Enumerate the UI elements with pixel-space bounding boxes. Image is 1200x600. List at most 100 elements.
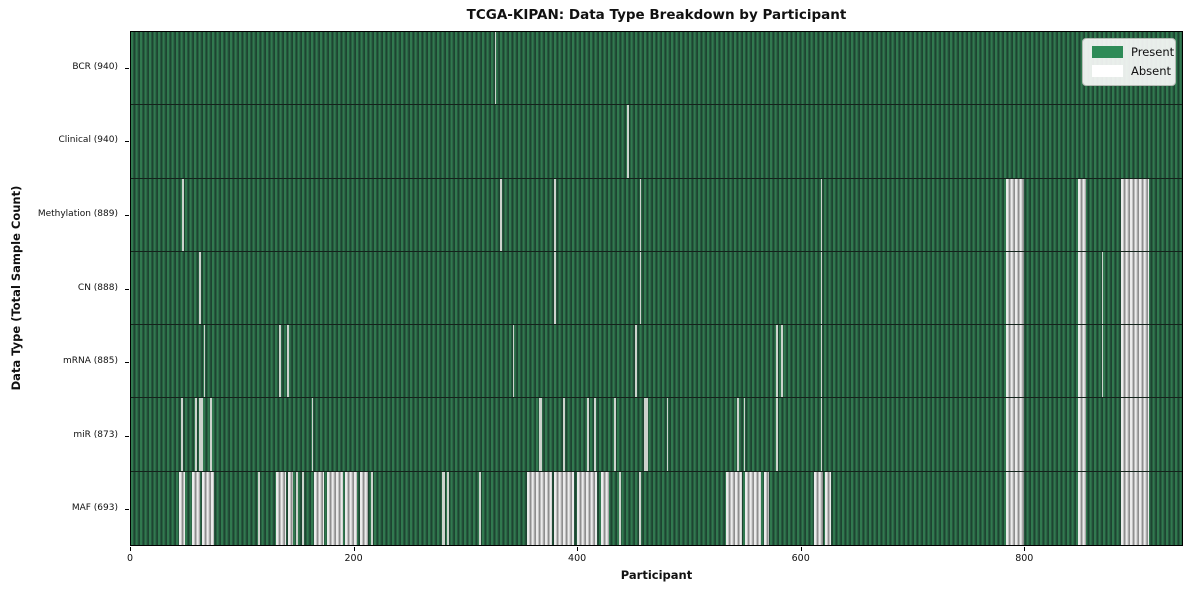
absent-segment-maf <box>725 471 743 545</box>
absent-segment-maf <box>442 471 445 545</box>
absent-segment-mir <box>1078 398 1087 471</box>
legend-item-absent: Absent <box>1092 64 1171 78</box>
absent-segment-mrna <box>775 325 778 398</box>
absent-segment-mir <box>562 398 565 471</box>
absent-segment-maf <box>313 471 324 545</box>
absent-segment-mrna <box>512 325 515 398</box>
absent-segment-cn <box>1078 251 1087 325</box>
absent-segment-maf <box>301 471 304 545</box>
absent-segment-mir <box>587 398 589 471</box>
absent-segment-mir <box>614 398 616 471</box>
ytick-label-methylation: Methylation (889) <box>37 208 118 219</box>
absent-segment-methylation <box>1078 178 1087 251</box>
absent-segment-mir <box>539 398 542 471</box>
absent-segment-methylation <box>553 178 556 251</box>
legend-label-absent: Absent <box>1131 64 1172 78</box>
chart-title: TCGA-KIPAN: Data Type Breakdown by Parti… <box>466 7 847 23</box>
absent-segment-mrna <box>1120 325 1149 398</box>
ytick-label-maf: MAF (693) <box>71 503 118 514</box>
absent-segment-mir <box>1005 398 1024 471</box>
absent-segment-maf <box>178 471 185 545</box>
absent-segment-maf <box>276 471 287 545</box>
absent-segment-mrna <box>1101 325 1104 398</box>
xtick-mark-0 <box>130 547 131 551</box>
absent-segment-mir <box>743 398 746 471</box>
absent-segment-maf <box>288 471 293 545</box>
absent-segment-mrna <box>203 325 206 398</box>
absent-segment-maf <box>527 471 552 545</box>
absent-segment-mir <box>820 398 823 471</box>
xtick-label-400: 400 <box>568 553 587 564</box>
absent-segment-maf <box>813 471 823 545</box>
absent-swatch <box>1092 65 1123 77</box>
absent-segment-cn <box>820 251 823 325</box>
heatmap-row-methylation <box>131 178 1182 252</box>
absent-segment-maf <box>370 471 374 545</box>
absent-segment-mrna <box>287 325 289 398</box>
ytick-label-cn: CN (888) <box>77 282 118 293</box>
y-axis-ticks: BCR (940) Clinical (940) Methylation (889)… <box>0 31 130 546</box>
absent-segment-methylation <box>182 178 184 251</box>
xtick-mark-800 <box>1024 547 1026 551</box>
absent-segment-methylation <box>820 178 823 251</box>
absent-segment-mir <box>644 398 648 471</box>
absent-segment-mir <box>666 398 669 471</box>
absent-segment-maf <box>1120 471 1149 545</box>
absent-segment-mir <box>210 398 213 471</box>
legend-item-present: Present <box>1092 45 1174 59</box>
absent-segment-maf <box>327 471 343 545</box>
xtick-mark-600 <box>800 547 802 551</box>
absent-segment-maf <box>201 471 214 545</box>
ytick-mark-bcr <box>125 67 129 69</box>
absent-segment-maf <box>600 471 609 545</box>
absent-segment-methylation <box>500 178 502 251</box>
absent-segment-maf <box>744 471 762 545</box>
ytick-label-mir: miR (873) <box>73 429 118 440</box>
heatmap-row-bcr <box>131 32 1182 106</box>
absent-segment-cn <box>1101 251 1104 325</box>
absent-segment-mir <box>594 398 596 471</box>
xtick-label-0: 0 <box>126 553 134 564</box>
absent-segment-methylation <box>639 178 642 251</box>
absent-segment-mir <box>1120 398 1149 471</box>
absent-segment-maf <box>258 471 261 545</box>
xtick-label-200: 200 <box>344 553 363 564</box>
absent-segment-mir <box>775 398 778 471</box>
xtick-mark-200 <box>353 547 355 551</box>
absent-segment-maf <box>359 471 368 545</box>
absent-segment-mir <box>199 398 203 471</box>
absent-segment-maf <box>1005 471 1024 545</box>
present-swatch <box>1092 46 1123 58</box>
absent-segment-cn <box>553 251 556 325</box>
absent-segment-maf <box>618 471 621 545</box>
absent-segment-maf <box>1078 471 1087 545</box>
ytick-mark-mrna <box>125 362 129 364</box>
absent-segment-mrna <box>1005 325 1024 398</box>
absent-segment-maf <box>553 471 574 545</box>
xtick-label-800: 800 <box>1015 553 1034 564</box>
absent-segment-mrna <box>781 325 784 398</box>
absent-segment-mir <box>194 398 197 471</box>
absent-segment-mir <box>181 398 183 471</box>
absent-segment-mir <box>311 398 314 471</box>
ytick-mark-maf <box>125 509 129 511</box>
absent-segment-maf <box>479 471 482 545</box>
ytick-label-bcr: BCR (940) <box>72 61 118 72</box>
absent-segment-maf <box>763 471 770 545</box>
absent-segment-methylation <box>1120 178 1149 251</box>
ytick-label-mrna: mRNA (885) <box>63 356 118 367</box>
ytick-mark-methylation <box>125 214 129 216</box>
absent-segment-cn <box>1120 251 1149 325</box>
absent-segment-methylation <box>1005 178 1024 251</box>
heatmap-row-cn <box>131 251 1182 326</box>
ytick-label-clinical: Clinical (940) <box>58 135 118 146</box>
absent-segment-cn <box>199 251 201 325</box>
absent-segment-maf <box>638 471 641 545</box>
absent-segment-bcr <box>494 32 497 105</box>
absent-segment-maf <box>192 471 201 545</box>
x-axis-label: Participant <box>620 568 693 582</box>
absent-segment-cn <box>639 251 642 325</box>
ytick-mark-mir <box>125 435 129 437</box>
absent-segment-maf <box>446 471 449 545</box>
